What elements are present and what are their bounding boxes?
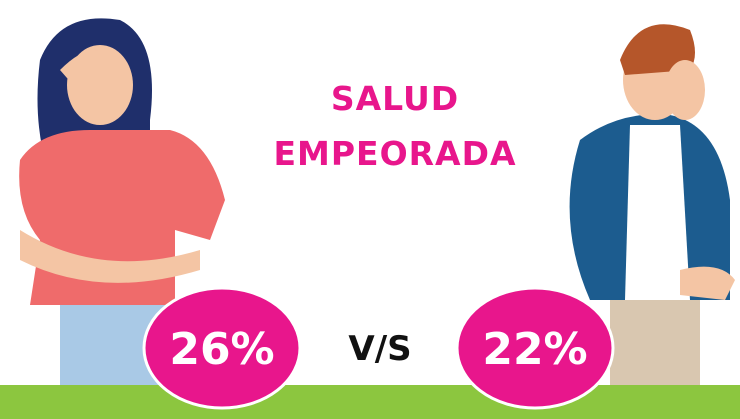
left-percent: 26% [169, 324, 274, 375]
right-badge [455, 286, 615, 410]
ground-bar [0, 385, 740, 419]
title-line: EMPEORADA [273, 134, 516, 173]
right-percent: 22% [482, 324, 587, 375]
man-illustration [569, 24, 735, 390]
title-line: SALUD [331, 79, 459, 118]
left-badge [142, 286, 302, 410]
versus: V/S [348, 329, 411, 369]
